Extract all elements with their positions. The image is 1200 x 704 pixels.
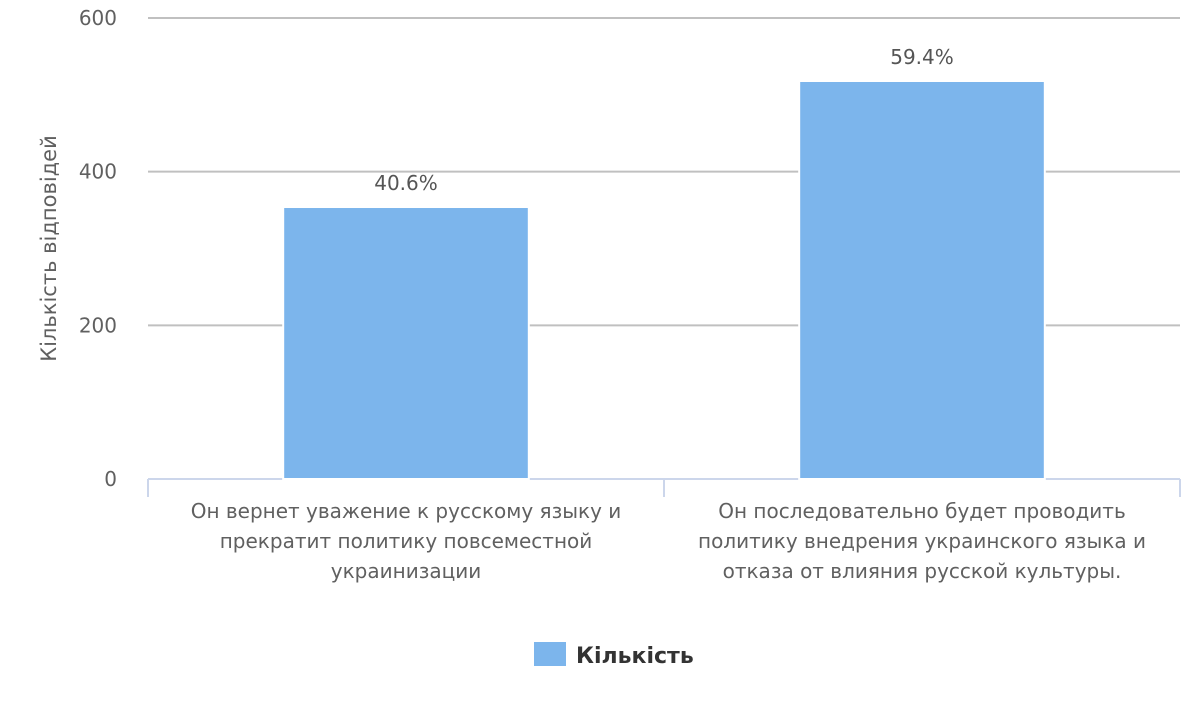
x-category-label: Он последовательно будет проводить полити… bbox=[698, 499, 1146, 583]
x-category-label-line: отказа от влияния русской культуры. bbox=[723, 559, 1122, 583]
bar[interactable] bbox=[282, 206, 530, 480]
data-label: 59.4% bbox=[890, 45, 954, 69]
y-axis-title: Кількість відповідей bbox=[37, 135, 61, 362]
x-category-label-line: Он последовательно будет проводить bbox=[718, 499, 1125, 523]
y-tick-label: 400 bbox=[79, 160, 117, 184]
y-tick-label: 600 bbox=[79, 6, 117, 30]
x-category-label-line: политику внедрения украинского языка и bbox=[698, 529, 1146, 553]
bar[interactable] bbox=[798, 80, 1046, 481]
data-label: 40.6% bbox=[374, 171, 438, 195]
x-category-label-line: украинизации bbox=[331, 559, 481, 583]
y-tick-label: 0 bbox=[104, 467, 117, 491]
x-category-label-line: прекратит политику повсеместной bbox=[220, 529, 593, 553]
legend-swatch[interactable] bbox=[534, 642, 566, 666]
x-category-label-line: Он вернет уважение к русскому языку и bbox=[191, 499, 622, 523]
x-category-label: Он вернет уважение к русскому языку и пре… bbox=[191, 499, 622, 583]
y-tick-label: 200 bbox=[79, 313, 117, 337]
legend-item-label[interactable]: Кількість bbox=[576, 644, 694, 669]
